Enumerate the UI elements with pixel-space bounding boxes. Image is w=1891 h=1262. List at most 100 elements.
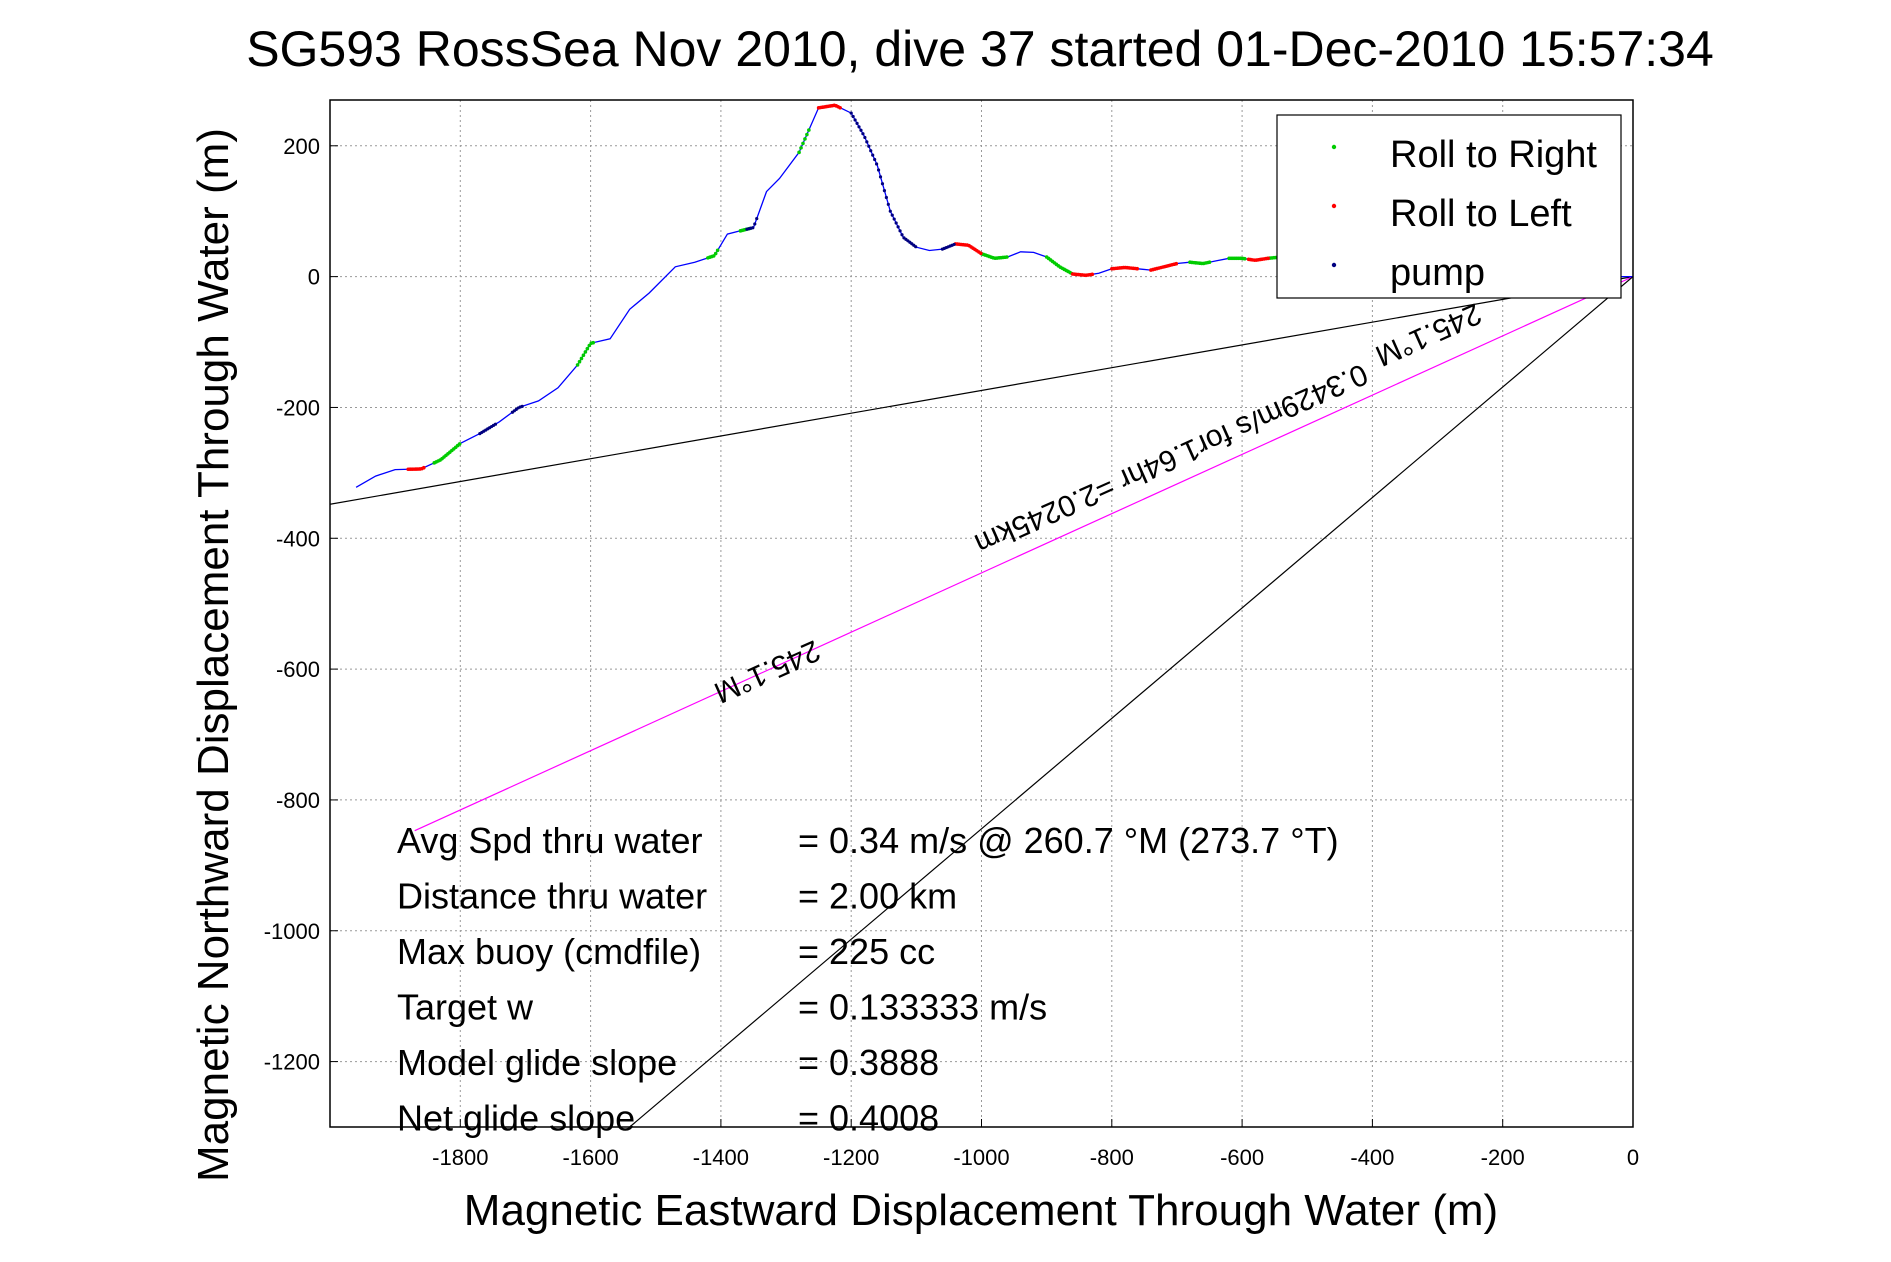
pump-point bbox=[861, 132, 865, 136]
stat-label: Model glide slope bbox=[397, 1042, 677, 1083]
x-tick-label: -600 bbox=[1220, 1145, 1264, 1170]
pump-point bbox=[853, 118, 857, 122]
y-tick-label: -600 bbox=[276, 657, 320, 682]
x-axis-label: Magnetic Eastward Displacement Through W… bbox=[464, 1186, 1498, 1235]
pump-point bbox=[892, 217, 896, 221]
x-axis-ticks: -1800 -1600 -1400 -1200 -1000 -800 -600 -400 -20… bbox=[432, 1119, 1639, 1170]
pump-point bbox=[751, 226, 755, 230]
stats-block: Avg Spd thru water = 0.34 m/s @ 260.7 °M … bbox=[397, 820, 1339, 1139]
y-axis-label: Magnetic Northward Displacement Through … bbox=[189, 128, 238, 1182]
roll-right-point bbox=[591, 340, 596, 345]
legend-label: pump bbox=[1390, 252, 1485, 294]
roll-right-point bbox=[797, 150, 801, 155]
x-tick-label: -400 bbox=[1350, 1145, 1394, 1170]
roll-right-point bbox=[807, 128, 811, 132]
pump-point bbox=[520, 404, 524, 408]
stat-value: = 0.4008 bbox=[798, 1098, 939, 1139]
pump-point bbox=[865, 140, 869, 144]
stat-label: Net glide slope bbox=[397, 1098, 635, 1139]
roll-right-point bbox=[1005, 255, 1009, 259]
stat-label: Max buoy (cmdfile) bbox=[397, 931, 701, 972]
roll-right-point bbox=[581, 353, 586, 358]
legend-marker bbox=[1331, 144, 1337, 150]
legend-label: Roll to Right bbox=[1390, 134, 1597, 176]
x-tick-label: -1800 bbox=[432, 1145, 488, 1170]
roll-right-point bbox=[715, 248, 720, 253]
pump-point bbox=[755, 216, 759, 221]
reference-line bbox=[330, 276, 1633, 505]
roll-left-point bbox=[422, 465, 426, 470]
pump-point bbox=[896, 225, 900, 229]
y-tick-label: 200 bbox=[283, 134, 320, 159]
pump-point bbox=[851, 114, 855, 119]
y-tick-label: -200 bbox=[276, 395, 320, 420]
pump-point bbox=[880, 182, 885, 186]
stat-value: = 2.00 km bbox=[798, 876, 957, 917]
pump-point bbox=[867, 144, 871, 148]
roll-right-point bbox=[585, 346, 590, 351]
roll-left-point bbox=[1266, 256, 1270, 261]
stat-label: Distance thru water bbox=[397, 876, 707, 917]
legend: Roll to Right Roll to Left pump bbox=[1276, 114, 1622, 299]
stat-label: Target w bbox=[397, 987, 534, 1028]
pump-point bbox=[884, 195, 888, 200]
chart-title: SG593 RossSea Nov 2010, dive 37 started … bbox=[246, 21, 1714, 77]
roll-left-point bbox=[838, 105, 842, 110]
pump-point bbox=[875, 162, 879, 166]
roll-right-point bbox=[711, 254, 716, 258]
pump-point bbox=[863, 135, 867, 140]
legend-marker bbox=[1331, 262, 1337, 268]
pump-point bbox=[890, 213, 894, 217]
x-tick-label: -1600 bbox=[562, 1145, 618, 1170]
roll-right-point bbox=[801, 141, 805, 146]
y-tick-label: 0 bbox=[308, 265, 320, 290]
pump-point bbox=[871, 153, 875, 157]
pump-point bbox=[869, 149, 873, 153]
pump-point bbox=[898, 229, 902, 233]
reference-line bbox=[629, 276, 1633, 1127]
y-tick-label: -1000 bbox=[264, 919, 320, 944]
pump-point bbox=[952, 242, 956, 247]
pump-point bbox=[878, 175, 883, 179]
pump-point bbox=[882, 188, 887, 193]
pump-point bbox=[876, 168, 881, 172]
stat-value: = 0.133333 m/s bbox=[798, 987, 1047, 1028]
roll-left-point bbox=[979, 251, 983, 256]
roll-right-point bbox=[1207, 260, 1212, 265]
stat-value: = 0.34 m/s @ 260.7 °M (273.7 °T) bbox=[798, 820, 1339, 861]
pump-point bbox=[859, 128, 863, 132]
x-tick-label: -1400 bbox=[693, 1145, 749, 1170]
roll-right-point bbox=[577, 359, 582, 364]
roll-left-point bbox=[1174, 261, 1179, 266]
roll-right-point bbox=[1242, 256, 1247, 261]
pump-point bbox=[888, 209, 892, 213]
roll-right-point bbox=[579, 356, 584, 361]
y-tick-label: -800 bbox=[276, 788, 320, 813]
x-tick-label: -1200 bbox=[823, 1145, 879, 1170]
pump-point bbox=[855, 121, 859, 125]
y-tick-label: -400 bbox=[276, 526, 320, 551]
roll-right-point bbox=[713, 251, 718, 256]
pump-point bbox=[914, 245, 918, 249]
legend-marker bbox=[1331, 203, 1337, 209]
roll-right-point bbox=[805, 132, 809, 137]
pump-point bbox=[900, 233, 904, 237]
stat-value: = 0.3888 bbox=[798, 1042, 939, 1083]
x-tick-label: -200 bbox=[1481, 1145, 1525, 1170]
pump-point bbox=[886, 202, 890, 206]
pump-point bbox=[873, 157, 877, 162]
y-axis-ticks: 200 0 -200 -400 -600 -800 -1000 -1200 bbox=[264, 134, 338, 1075]
pump-point bbox=[894, 221, 898, 225]
pump-point bbox=[753, 222, 757, 226]
reference-line bbox=[414, 276, 1633, 832]
x-tick-label: -1000 bbox=[953, 1145, 1009, 1170]
x-tick-label: 0 bbox=[1627, 1145, 1639, 1170]
y-tick-label: -1200 bbox=[264, 1050, 320, 1075]
pump-point bbox=[857, 125, 861, 129]
roll-right-point bbox=[583, 350, 588, 354]
x-tick-label: -800 bbox=[1090, 1145, 1134, 1170]
roll-right-point bbox=[457, 442, 462, 446]
roll-right-point bbox=[799, 146, 803, 150]
legend-label: Roll to Left bbox=[1390, 193, 1572, 235]
